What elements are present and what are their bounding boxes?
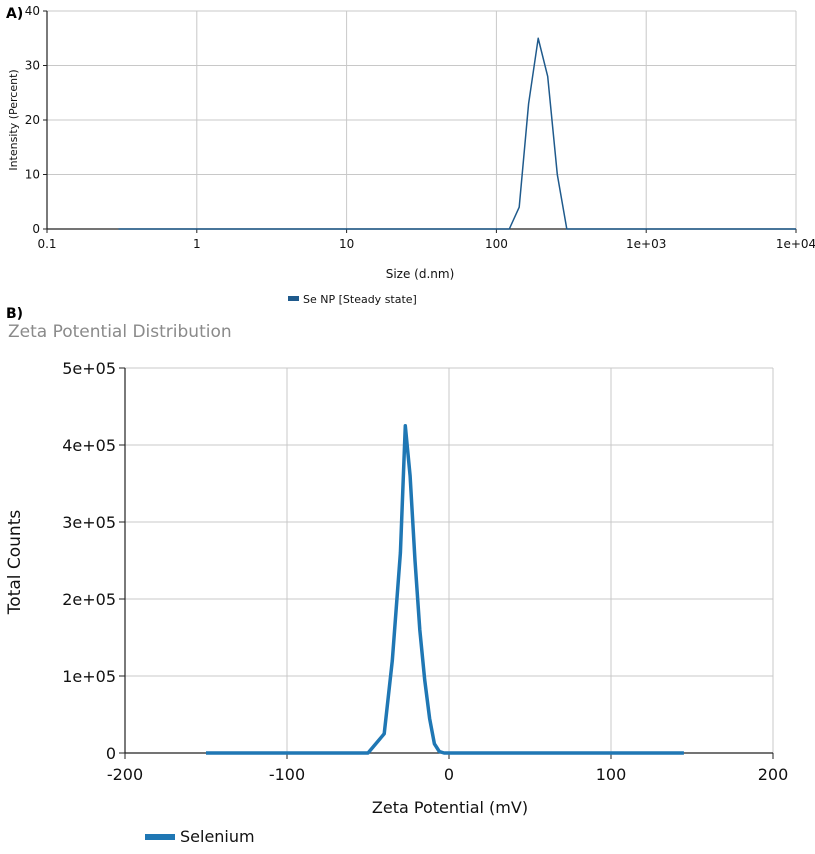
chart-b-y-tick-label: 4e+05 bbox=[62, 436, 116, 455]
chart-a-x-tick-label: 1 bbox=[193, 237, 201, 251]
chart-b-x-tick-label: -100 bbox=[269, 765, 305, 784]
chart-b-y-tick-label: 5e+05 bbox=[62, 359, 116, 378]
chart-a-legend: Se NP [Steady state] bbox=[288, 293, 417, 306]
chart-a-y-tick-label: 30 bbox=[25, 59, 40, 73]
chart-b: B) Zeta Potential Distribution -200 -100 0… bbox=[5, 306, 788, 846]
chart-b-y-axis-label: Total Counts bbox=[5, 510, 25, 616]
chart-b-legend: Selenium bbox=[145, 827, 255, 846]
chart-b-x-axis-label: Zeta Potential (mV) bbox=[372, 798, 528, 817]
chart-a-grid bbox=[46, 10, 797, 230]
chart-b-series-line bbox=[206, 424, 684, 755]
chart-a-x-ticks: 0.1 1 10 100 1e+03 1e+04 bbox=[37, 229, 815, 251]
chart-b-legend-label: Selenium bbox=[180, 827, 255, 846]
chart-b-x-ticks: -200 -100 0 100 200 bbox=[107, 753, 788, 784]
chart-a-y-tick-label: 20 bbox=[25, 113, 40, 127]
chart-a-series-line bbox=[118, 37, 796, 230]
chart-b-y-tick-label: 3e+05 bbox=[62, 513, 116, 532]
chart-a-y-ticks: 0 10 20 30 40 bbox=[25, 4, 47, 236]
chart-a-y-tick-label: 40 bbox=[25, 4, 40, 18]
panel-b-label: B) bbox=[6, 306, 23, 322]
panel-a-label: A) bbox=[6, 6, 23, 22]
chart-a-x-tick-label: 1e+03 bbox=[626, 237, 666, 251]
chart-a-x-tick-label: 0.1 bbox=[37, 237, 56, 251]
chart-a-x-tick-label: 1e+04 bbox=[776, 237, 815, 251]
chart-a-y-tick-label: 0 bbox=[32, 222, 40, 236]
chart-a-series bbox=[118, 37, 796, 230]
chart-b-x-tick-label: 0 bbox=[444, 765, 454, 784]
chart-b-title: Zeta Potential Distribution bbox=[8, 322, 232, 342]
chart-a-x-tick-label: 100 bbox=[485, 237, 508, 251]
chart-a-legend-label: Se NP [Steady state] bbox=[303, 293, 417, 306]
chart-b-legend-swatch bbox=[145, 834, 175, 840]
chart-a: A) 0.1 1 10 100 1e+03 1e+04 0 10 20 30 40 Size (d… bbox=[6, 4, 815, 306]
chart-a-x-axis-label: Size (d.nm) bbox=[386, 267, 455, 281]
chart-a-y-tick-label: 10 bbox=[25, 168, 40, 182]
chart-b-y-tick-label: 0 bbox=[106, 744, 116, 763]
chart-b-y-tick-label: 2e+05 bbox=[62, 590, 116, 609]
chart-a-x-tick-label: 10 bbox=[339, 237, 354, 251]
chart-a-legend-swatch bbox=[288, 296, 299, 301]
chart-b-y-ticks: 0 1e+05 2e+05 3e+05 4e+05 5e+05 bbox=[62, 359, 125, 763]
chart-a-y-axis-label: Intensity (Percent) bbox=[7, 69, 20, 170]
chart-b-grid bbox=[124, 367, 774, 754]
chart-b-series bbox=[206, 424, 684, 755]
chart-b-x-tick-label: 200 bbox=[758, 765, 789, 784]
chart-b-y-tick-label: 1e+05 bbox=[62, 667, 116, 686]
chart-b-x-tick-label: 100 bbox=[596, 765, 627, 784]
chart-b-x-tick-label: -200 bbox=[107, 765, 143, 784]
